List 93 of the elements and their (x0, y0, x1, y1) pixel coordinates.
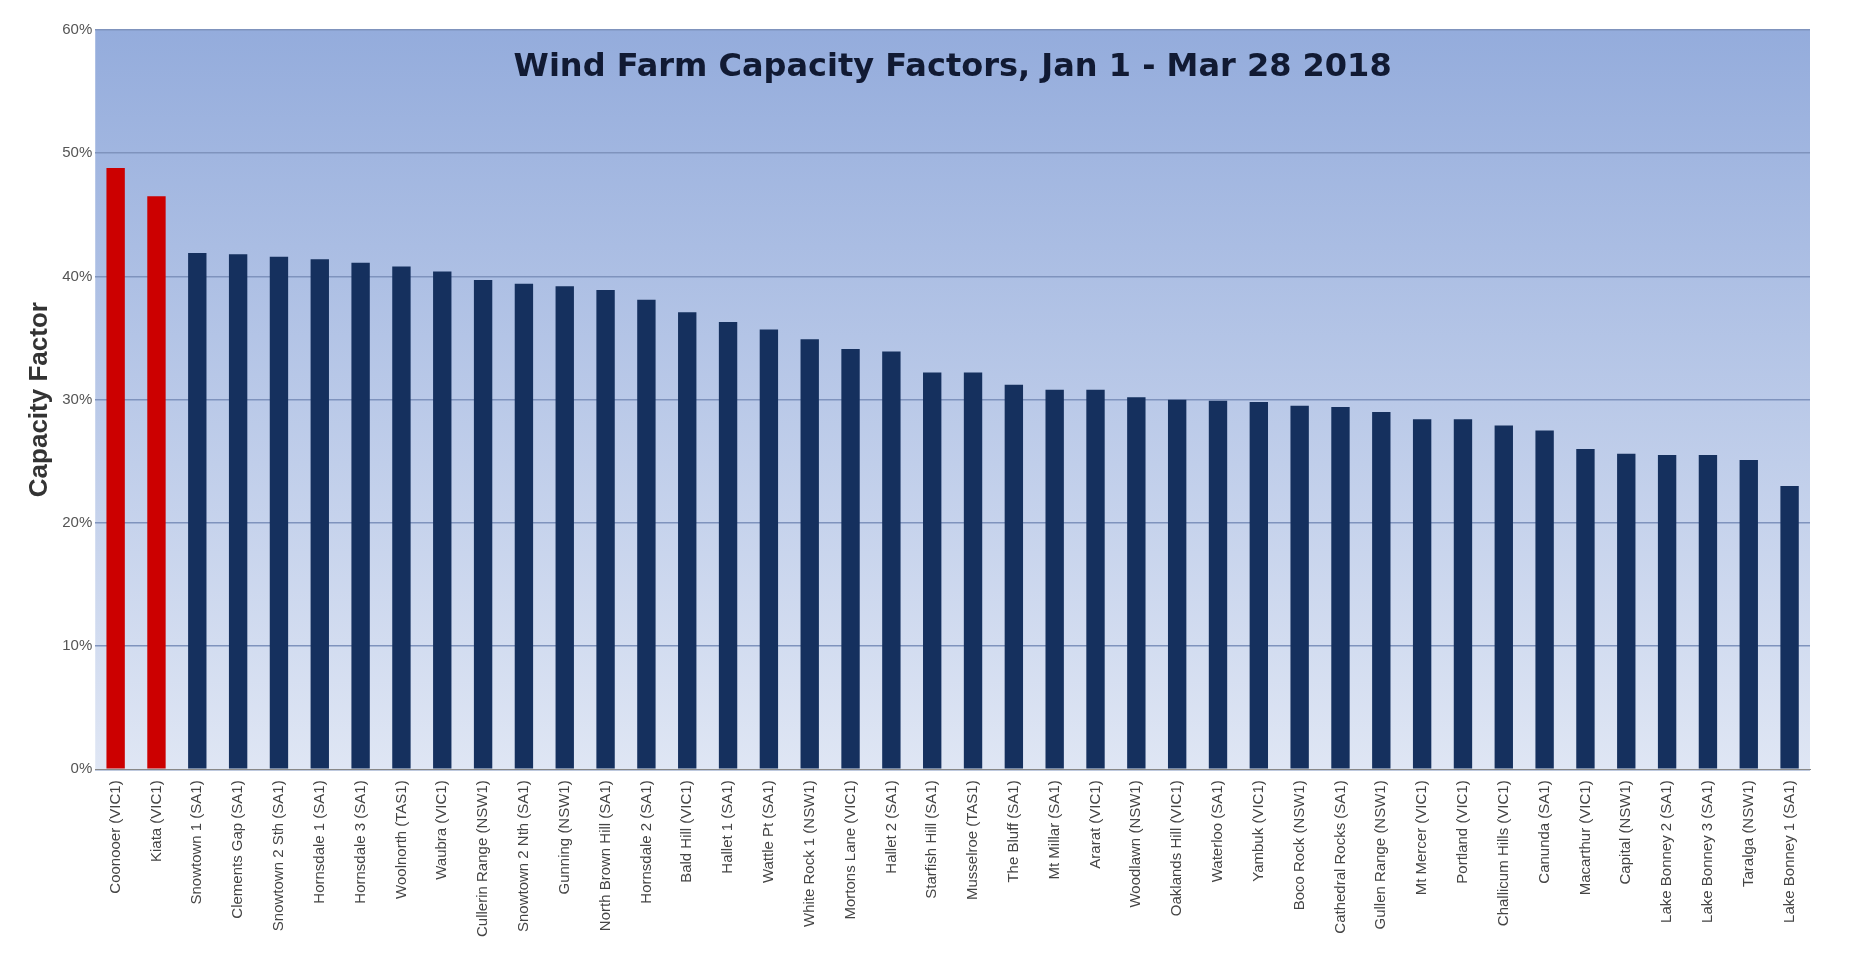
bar (1494, 425, 1513, 769)
bar (1780, 485, 1799, 769)
y-tick-label: 30% (62, 389, 93, 407)
x-tick-label: Waubra (VIC1) (432, 780, 450, 880)
bar (678, 312, 697, 769)
x-tick-label: Hornsdale 1 (SA1) (309, 780, 327, 904)
bar (923, 372, 942, 769)
x-tick-label: Snowtown 1 (SA1) (187, 780, 205, 905)
bar (228, 254, 248, 769)
x-tick-label: Cathedral Rocks (SA1) (1330, 780, 1348, 934)
x-tick-label: Mortons Lane (VIC1) (840, 780, 858, 920)
bar (759, 329, 779, 769)
bar (1290, 405, 1309, 769)
bar (1617, 453, 1636, 769)
y-tick-label: 10% (62, 636, 93, 654)
bar (1127, 397, 1146, 769)
y-tick-label: 0% (70, 759, 93, 777)
y-tick-label: 50% (62, 143, 93, 161)
x-tick-label: Woolnorth (TAS1) (391, 780, 409, 899)
x-tick-label: Canunda (SA1) (1534, 780, 1552, 884)
bar (1739, 460, 1758, 769)
x-tick-label: Snowtown 2 Sth (SA1) (269, 780, 287, 932)
x-tick-label: Gunning (NSW1) (554, 780, 572, 895)
y-tick-label: 60% (62, 20, 93, 38)
x-tick-label: Challicum Hills (VIC1) (1493, 780, 1511, 927)
x-tick-label: Yambuk (VIC1) (1248, 780, 1266, 882)
x-tick-label: North Brown Hill (SA1) (595, 780, 613, 932)
bar (637, 299, 656, 769)
bar (1657, 455, 1677, 769)
bar (392, 266, 411, 769)
x-tick-label: Hallet 1 (SA1) (718, 780, 736, 874)
x-tick-label: Starfish Hill (SA1) (922, 780, 940, 899)
x-tick-label: Boco Rock (NSW1) (1289, 780, 1307, 911)
x-tick-label: Wattle Pt (SA1) (759, 780, 777, 884)
x-tick-label: Taralga (NSW1) (1738, 780, 1756, 887)
x-tick-label: Gullen Range (NSW1) (1371, 780, 1389, 930)
text: Wind Farm Capacity Factors, Jan 1 - Mar 28 2018 (513, 46, 1392, 85)
x-tick-label: Musselroe (TAS1) (963, 780, 981, 901)
bar (106, 168, 125, 769)
bar (1535, 430, 1554, 769)
y-tick-label: 20% (62, 513, 93, 530)
bar (1045, 389, 1064, 769)
bar (147, 196, 166, 769)
x-tick-label: Lake Bonney 1 (SA1) (1779, 780, 1797, 923)
x-tick-label: Lake Bonney 2 (SA1) (1657, 780, 1675, 923)
y-tick-label: 40% (62, 266, 93, 284)
bar (514, 283, 534, 769)
x-tick-label: Portland (VIC1) (1453, 780, 1471, 884)
bar (718, 322, 738, 769)
x-tick-label: Capital (NSW1) (1616, 780, 1634, 885)
bar (269, 256, 289, 769)
bar (1331, 407, 1350, 769)
bar (1086, 389, 1105, 769)
bar (433, 271, 452, 769)
x-tick-label: Snowtown 2 Nth (SA1) (514, 780, 532, 933)
x-tick-label: Mt Millar (SA1) (1044, 780, 1062, 880)
x-tick-label: Ararat (VIC1) (1085, 780, 1103, 869)
bar (351, 262, 370, 769)
bar (963, 372, 983, 769)
x-tick-label: Oaklands Hill (VIC1) (1167, 780, 1185, 917)
bar (1004, 384, 1024, 769)
bar (1249, 402, 1269, 769)
bar (1208, 400, 1228, 769)
x-tick-label: Hornsdale 3 (SA1) (350, 780, 368, 904)
x-tick-label: Waterloo (SA1) (1208, 780, 1226, 883)
bar (1412, 419, 1432, 769)
x-tick-label: White Rock 1 (NSW1) (799, 780, 817, 927)
x-tick-label: Mt Mercer (VIC1) (1412, 780, 1430, 896)
bar (310, 259, 329, 769)
x-tick-label: Macarthur (VIC1) (1575, 780, 1593, 896)
y-axis-title: Capacity Factor (22, 302, 53, 498)
x-tick-label: Hallet 2 (SA1) (881, 780, 899, 874)
x-tick-label: Lake Bonney 3 (SA1) (1698, 780, 1716, 923)
bar (555, 286, 574, 769)
bar (882, 351, 901, 769)
bar (1453, 419, 1473, 769)
bar (1698, 455, 1718, 769)
x-tick-label: Cullerin Range (NSW1) (473, 780, 491, 937)
x-tick-label: Bald Hill (VIC1) (677, 780, 695, 883)
x-tick-label: The Bluff (SA1) (1003, 780, 1021, 883)
bar (1372, 411, 1391, 769)
x-tick-label: Hornsdale 2 (SA1) (636, 780, 654, 904)
bar (188, 253, 207, 769)
x-tick-label: Coonooer (VIC1) (105, 780, 123, 894)
x-tick-label: Woodlawn (NSW1) (1126, 780, 1144, 908)
x-tick-label: Clements Gap (SA1) (228, 780, 246, 919)
bar (473, 280, 493, 769)
bar (800, 339, 819, 769)
bar (1576, 448, 1595, 769)
bar (1167, 399, 1187, 769)
bar (841, 349, 860, 769)
x-tick-label: Kiata (VIC1) (146, 780, 164, 862)
bar (596, 289, 615, 769)
